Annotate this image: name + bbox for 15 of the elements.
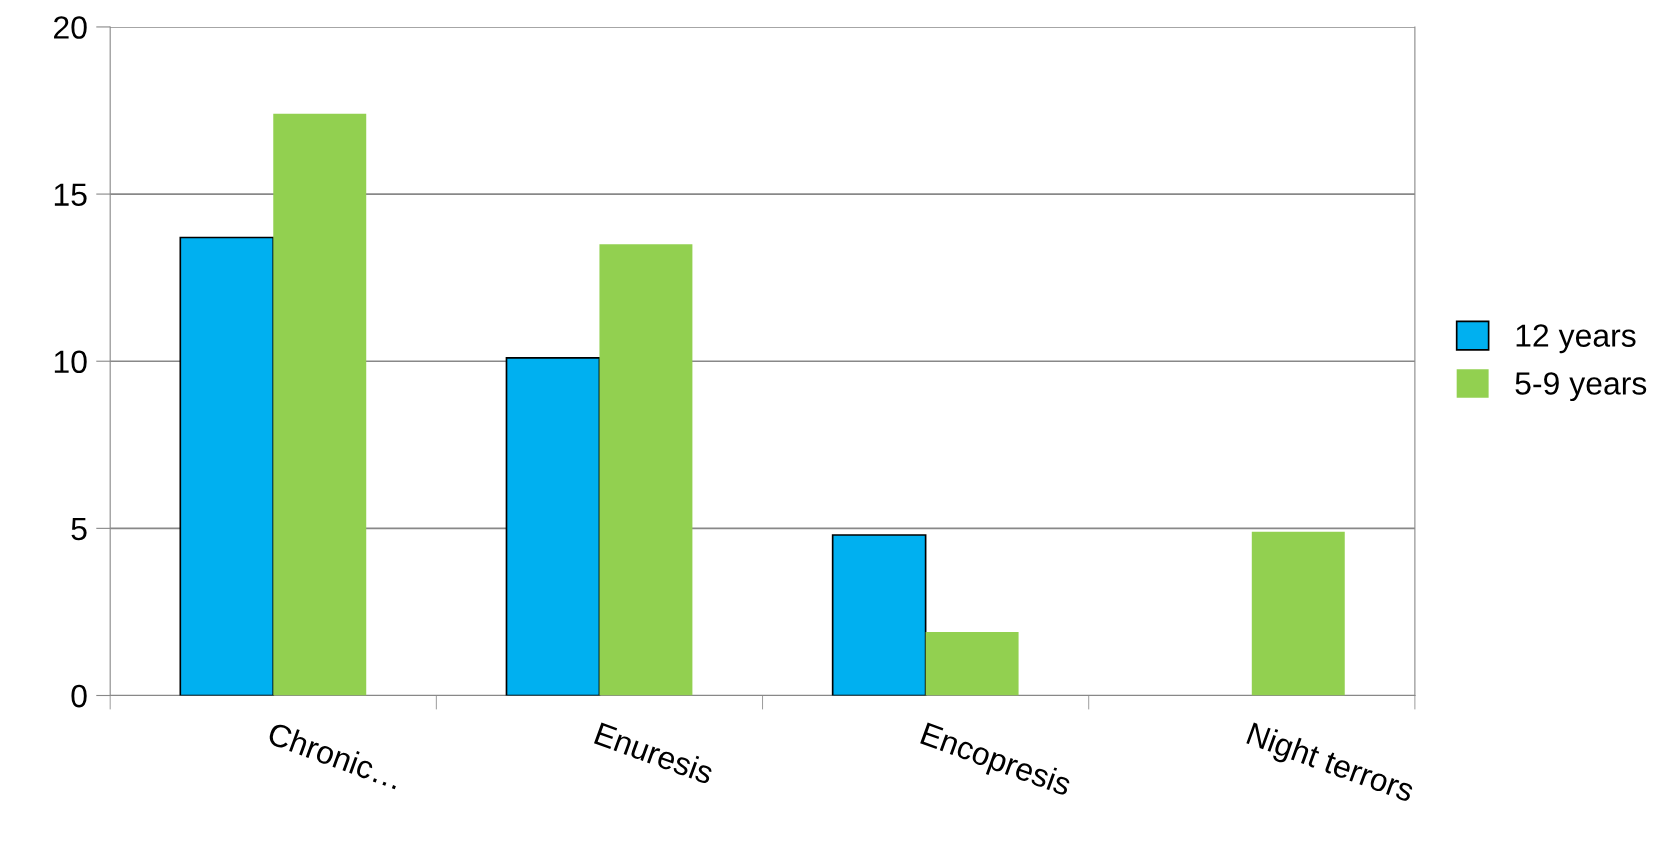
y-tick-label: 5 bbox=[71, 517, 87, 541]
bar bbox=[273, 113, 367, 696]
bar bbox=[925, 631, 1019, 696]
bar bbox=[179, 236, 275, 696]
legend-label: 12 years bbox=[1516, 324, 1636, 354]
bar bbox=[1251, 531, 1345, 696]
legend-label: 5-9 years bbox=[1515, 372, 1647, 402]
y-tick-label: 0 bbox=[71, 684, 87, 708]
bar bbox=[505, 357, 601, 696]
bar bbox=[831, 534, 927, 696]
y-tick-label: 15 bbox=[54, 183, 87, 206]
x-tick-label: Night terrors bbox=[1244, 721, 1416, 809]
bar bbox=[599, 244, 693, 696]
y-tick-label: 10 bbox=[54, 350, 87, 374]
y-tick-label: 20 bbox=[54, 16, 87, 39]
